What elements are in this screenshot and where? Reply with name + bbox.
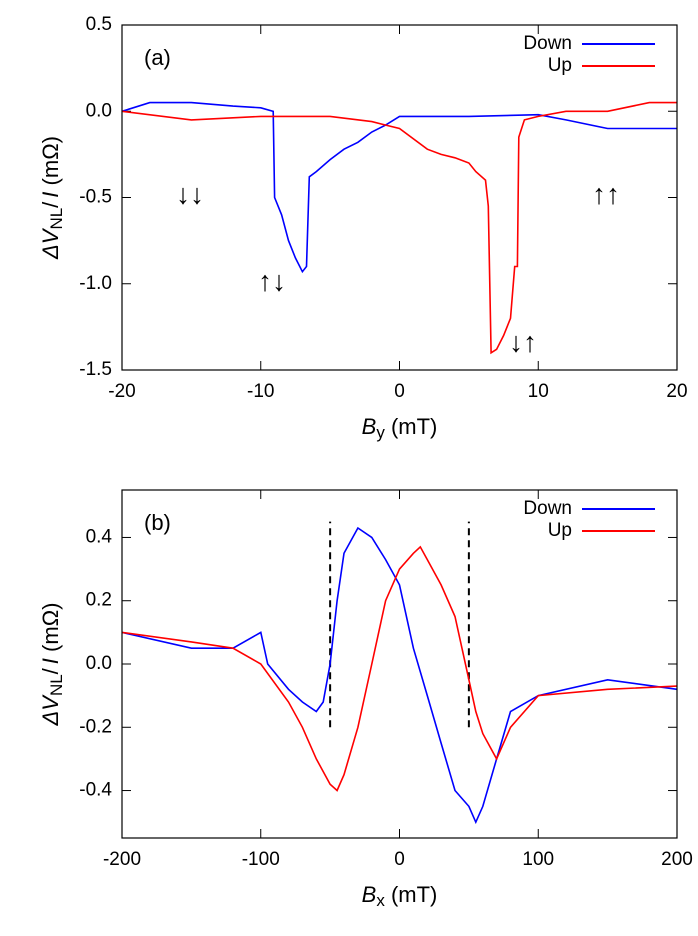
x-label-part: y <box>376 423 385 442</box>
y-tick-label: -1.5 <box>79 359 112 380</box>
x-tick-label: -100 <box>242 849 280 870</box>
annotation: ↑↓ <box>258 265 286 296</box>
x-label-part: (mT) <box>385 882 438 907</box>
x-tick-label: -200 <box>103 849 141 870</box>
y-label-part: (mΩ) <box>38 136 63 192</box>
data-line <box>121 526 678 825</box>
x-tick-label: 100 <box>522 849 554 870</box>
panel-label: (b) <box>144 510 171 535</box>
x-tick-label: -20 <box>108 381 135 402</box>
y-label-part: ΔV <box>38 694 63 727</box>
y-label-part: / <box>38 667 63 674</box>
y-axis-label: ΔVNL/ I (mΩ) <box>38 136 66 260</box>
x-tick-label: 20 <box>666 381 687 402</box>
x-axis-label: By (mT) <box>362 414 438 442</box>
panel-label: (a) <box>144 45 171 70</box>
x-tick-label: 0 <box>394 849 405 870</box>
legend-label: Down <box>523 33 572 54</box>
y-label-part: NL <box>47 208 66 230</box>
y-tick-label: -0.5 <box>79 187 112 208</box>
x-label-part: B <box>362 882 377 907</box>
y-tick-label: 0.0 <box>86 100 112 121</box>
x-tick-label: 10 <box>528 381 549 402</box>
y-tick-label: 0.4 <box>86 526 113 547</box>
y-tick-label: 0.0 <box>86 653 112 674</box>
y-label-part: I <box>38 192 63 198</box>
data-line <box>121 101 677 355</box>
x-axis-label: Bx (mT) <box>362 882 438 910</box>
legend-label: Up <box>548 55 572 76</box>
y-tick-label: -0.2 <box>79 716 112 737</box>
y-tick-label: -0.4 <box>79 780 112 801</box>
plot-frame <box>121 489 678 839</box>
y-axis-label: ΔVNL/ I (mΩ) <box>38 603 66 727</box>
x-label-part: (mT) <box>385 414 438 439</box>
data-line <box>121 101 677 274</box>
y-label-part: I <box>38 658 63 664</box>
annotation: ↓↓ <box>176 178 204 209</box>
y-label-part: (mΩ) <box>38 603 63 659</box>
x-tick-label: 0 <box>394 381 405 402</box>
legend-label: Up <box>548 520 572 541</box>
plot-frame <box>121 24 678 371</box>
x-label-part: x <box>376 891 385 910</box>
legend-label: Down <box>523 498 572 519</box>
y-label-part: / <box>38 201 63 208</box>
y-tick-label: 0.2 <box>86 590 112 611</box>
y-label-part: ΔV <box>38 227 63 260</box>
x-label-part: B <box>362 414 377 439</box>
data-line <box>121 545 678 792</box>
y-tick-label: 0.5 <box>86 14 112 35</box>
y-tick-label: -1.0 <box>79 273 112 294</box>
x-tick-label: -10 <box>247 381 274 402</box>
x-tick-label: 200 <box>661 849 693 870</box>
annotation: ↓↑ <box>509 326 537 357</box>
y-label-part: NL <box>47 674 66 696</box>
annotation: ↑↑ <box>592 178 620 209</box>
